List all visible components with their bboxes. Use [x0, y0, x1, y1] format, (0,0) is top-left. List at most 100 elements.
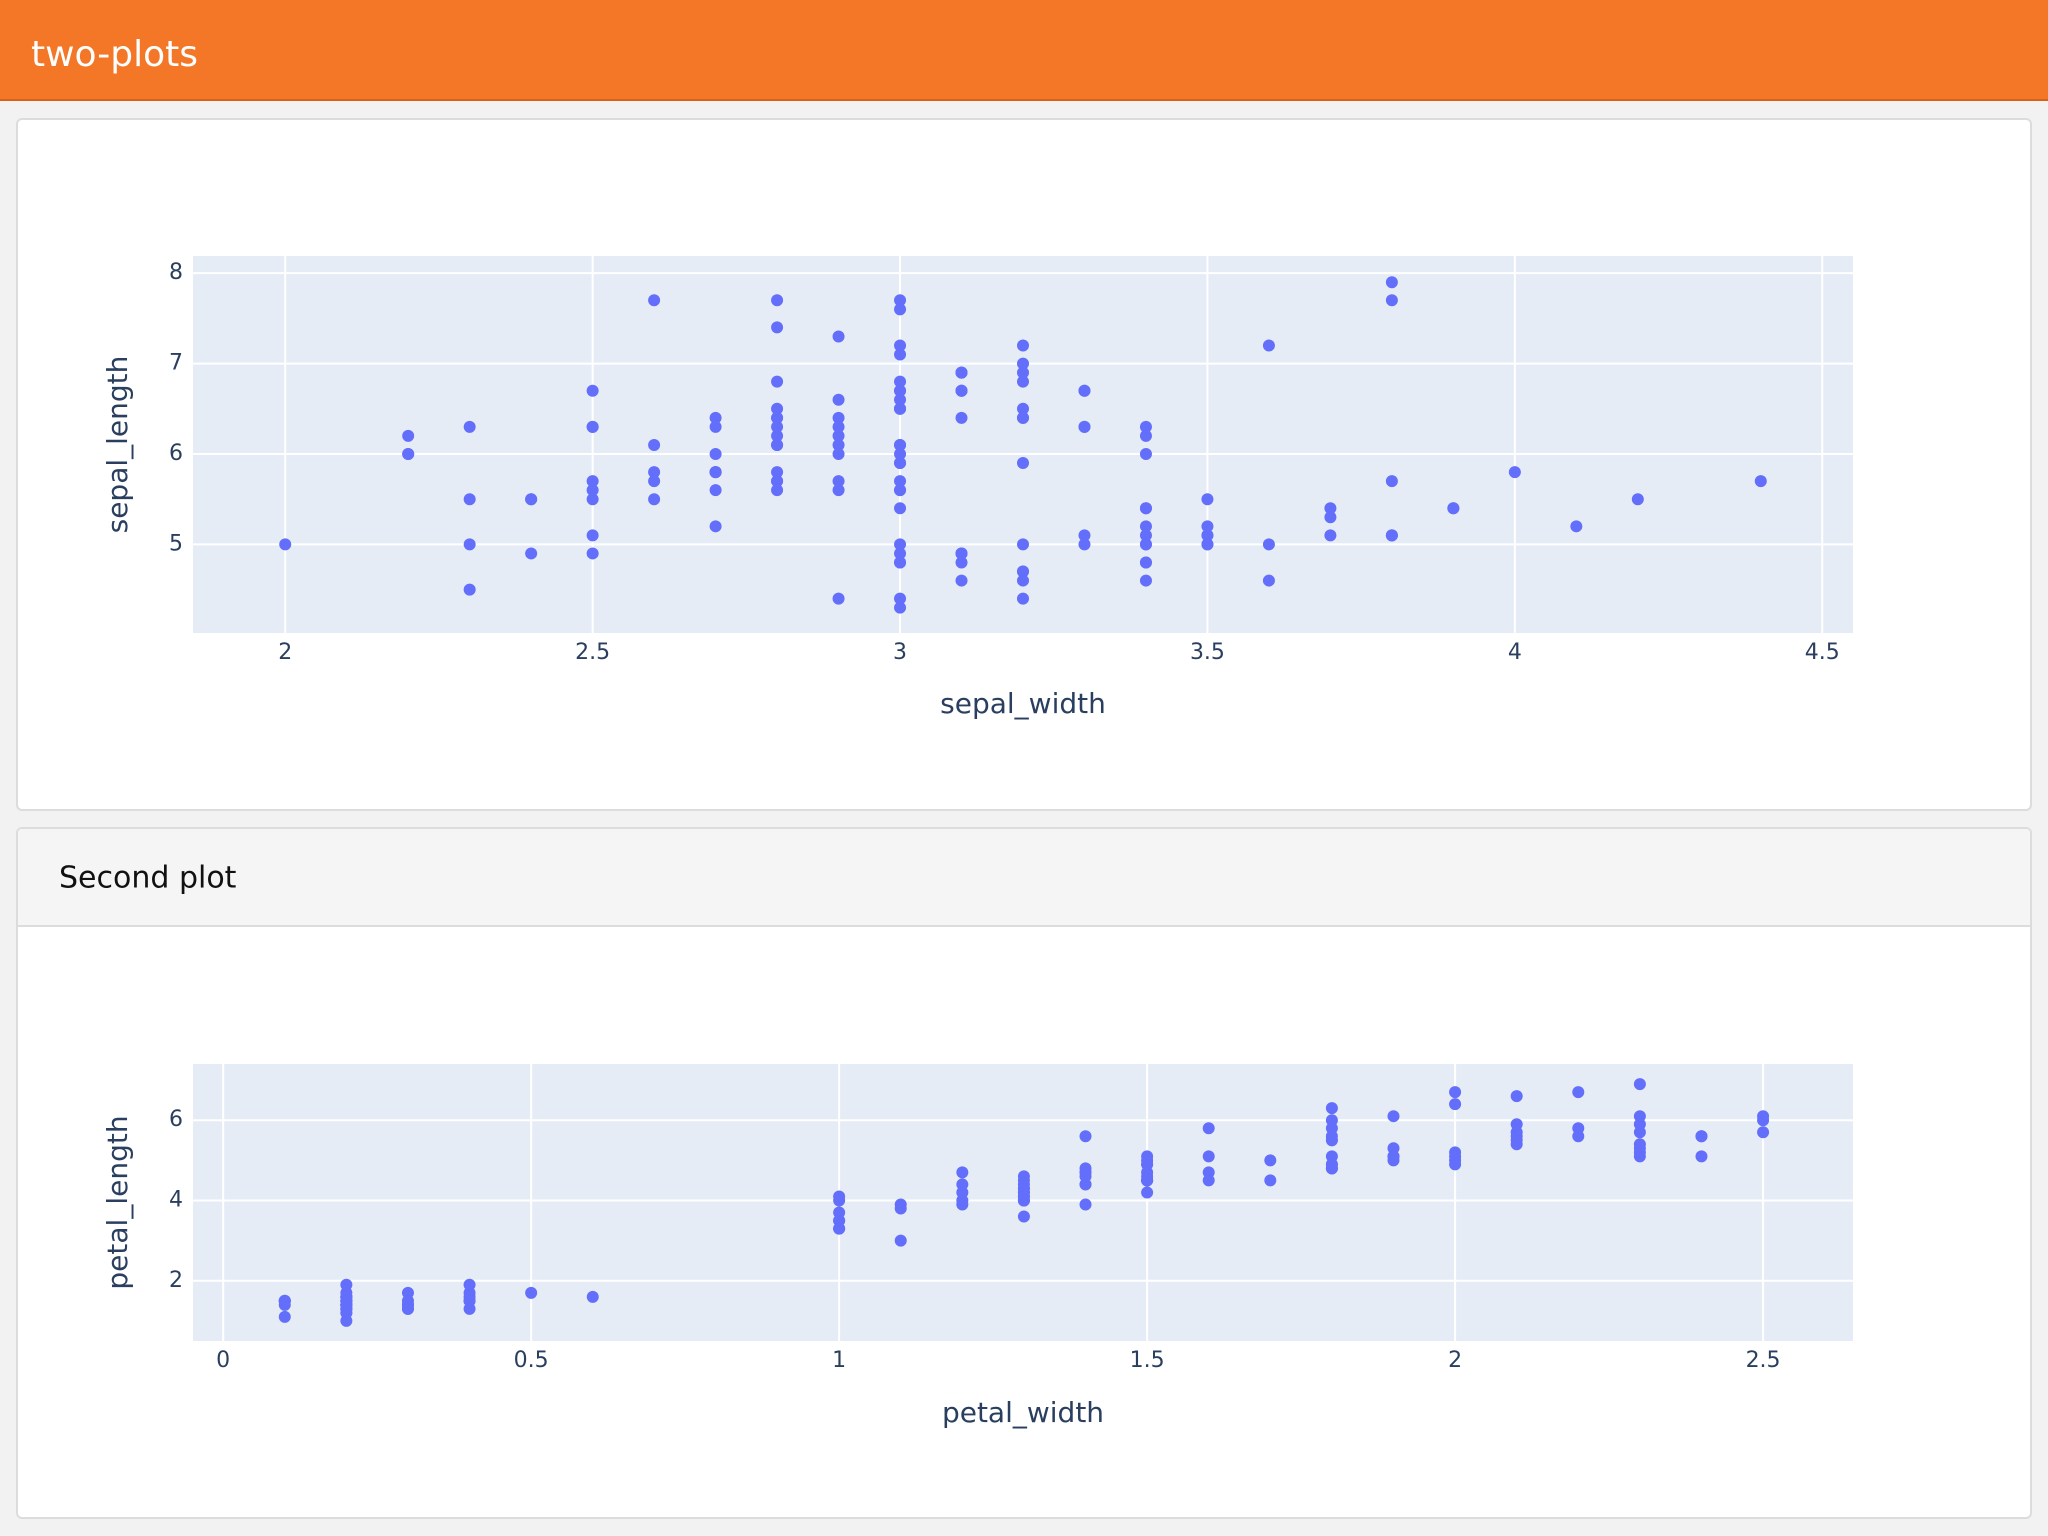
point	[709, 447, 722, 460]
point	[832, 411, 845, 424]
point	[1325, 1134, 1338, 1147]
point	[1449, 1158, 1462, 1171]
point	[402, 429, 415, 442]
point	[1387, 1154, 1400, 1167]
point	[771, 475, 784, 488]
point	[894, 547, 907, 560]
point	[894, 393, 907, 406]
point	[1139, 502, 1152, 515]
y-tick-label: 2	[169, 1268, 183, 1293]
point	[894, 601, 907, 614]
point	[832, 438, 845, 451]
point	[832, 447, 845, 460]
point	[1079, 1198, 1092, 1211]
point	[1508, 466, 1521, 479]
point	[709, 420, 722, 433]
point	[832, 592, 845, 605]
point	[709, 520, 722, 533]
point	[832, 420, 845, 433]
card-title: Second plot	[59, 861, 237, 896]
point	[894, 484, 907, 497]
point	[1201, 493, 1214, 506]
point	[771, 466, 784, 479]
point	[832, 393, 845, 406]
x-tick-label: 2.5	[575, 640, 610, 665]
card-header	[18, 829, 2030, 926]
point	[648, 438, 661, 451]
point	[1202, 1122, 1215, 1135]
point	[1385, 475, 1398, 488]
point	[1141, 1150, 1154, 1163]
point	[1079, 1170, 1092, 1183]
point	[401, 1298, 414, 1311]
point	[1695, 1130, 1708, 1143]
point	[463, 1294, 476, 1307]
point	[648, 475, 661, 488]
y-axis-title: petal_length	[101, 1115, 134, 1289]
point	[1078, 420, 1091, 433]
point	[402, 447, 415, 460]
point	[1139, 429, 1152, 442]
x-axis-title: petal_width	[942, 1396, 1104, 1429]
point	[1017, 366, 1029, 379]
x-tick-label: 1.5	[1130, 1348, 1165, 1373]
point	[1264, 1174, 1277, 1187]
point	[1447, 502, 1460, 515]
point	[1139, 529, 1152, 542]
point	[771, 402, 784, 415]
point	[1139, 447, 1152, 460]
point	[1078, 529, 1091, 542]
point	[832, 475, 845, 488]
point	[1385, 276, 1398, 289]
point	[894, 375, 907, 388]
point	[894, 538, 907, 551]
point	[833, 1190, 846, 1203]
point	[1324, 511, 1337, 524]
header-bar	[0, 0, 2048, 100]
point	[648, 466, 661, 479]
point	[894, 339, 907, 352]
point	[1633, 1138, 1646, 1151]
point	[1079, 1130, 1092, 1143]
point	[955, 547, 968, 560]
y-tick-label: 8	[169, 260, 183, 285]
point	[1572, 1130, 1585, 1143]
point	[1754, 475, 1767, 488]
y-tick-label: 6	[169, 1107, 183, 1132]
point	[1385, 529, 1398, 542]
point	[1017, 565, 1029, 578]
point	[279, 538, 292, 551]
point	[1325, 1150, 1338, 1163]
point	[648, 493, 661, 506]
point	[1017, 339, 1029, 352]
point	[1139, 574, 1152, 587]
point	[1017, 411, 1029, 424]
point	[771, 375, 784, 388]
point	[1449, 1146, 1462, 1159]
point	[340, 1298, 353, 1311]
point	[586, 547, 599, 560]
point	[771, 321, 784, 334]
point	[894, 556, 907, 569]
point	[1324, 529, 1337, 542]
point	[1325, 1114, 1338, 1127]
point	[894, 438, 907, 451]
point	[278, 1294, 291, 1307]
point	[771, 420, 784, 433]
point	[463, 583, 476, 596]
point	[771, 484, 784, 497]
point	[1078, 384, 1091, 397]
header-title: two-plots	[31, 34, 198, 75]
point	[586, 420, 599, 433]
point	[1017, 538, 1029, 551]
point	[832, 429, 845, 442]
point	[586, 484, 599, 497]
x-axis-title: sepal_width	[940, 687, 1106, 720]
point	[1633, 1118, 1646, 1131]
point	[1078, 538, 1091, 551]
point	[1695, 1150, 1708, 1163]
point	[525, 547, 538, 560]
point	[463, 420, 476, 433]
point	[1757, 1126, 1770, 1139]
